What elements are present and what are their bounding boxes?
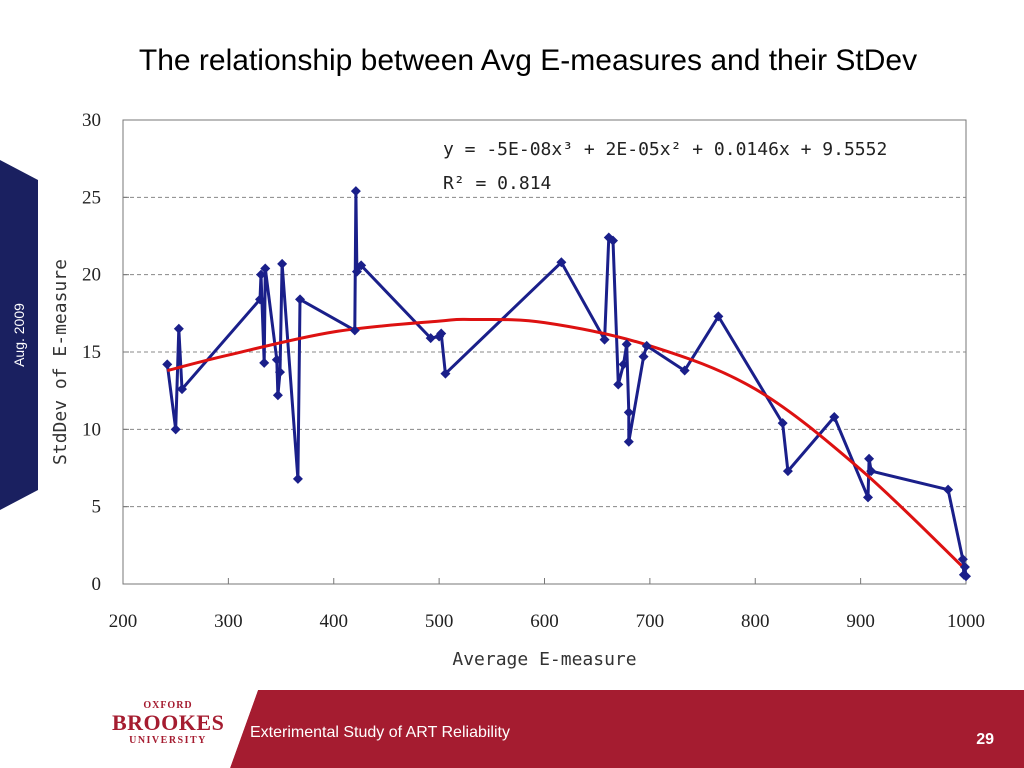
x-tick-label: 400 xyxy=(320,611,349,632)
data-point-marker xyxy=(162,359,173,370)
data-point-marker xyxy=(713,311,724,322)
y-axis-label: StdDev of E-measure xyxy=(50,259,71,465)
university-logo: OXFORD BROOKES UNIVERSITY xyxy=(112,700,224,746)
data-point-marker xyxy=(599,334,610,345)
data-point-marker xyxy=(356,260,367,271)
page-number: 29 xyxy=(976,731,994,748)
scatter-line-chart: 0 5 10 15 20 25 30 200 300 400 500 600 700 800 900 1000… xyxy=(50,110,985,670)
data-point-marker xyxy=(621,339,632,350)
data-point-marker xyxy=(260,263,271,274)
data-point-marker xyxy=(271,354,282,365)
data-point-marker xyxy=(350,186,361,197)
trendline-r-squared: R² = 0.814 xyxy=(443,173,551,194)
data-point-marker xyxy=(177,384,188,395)
data-point-marker xyxy=(623,436,634,447)
logo-line-1: OXFORD xyxy=(143,700,193,711)
x-tick-label: 800 xyxy=(741,611,770,632)
data-point-marker xyxy=(638,351,649,362)
logo-line-2: BROOKES xyxy=(112,710,225,735)
data-point-marker xyxy=(829,411,840,422)
logo-line-3: UNIVERSITY xyxy=(129,735,207,746)
data-point-marker xyxy=(425,333,436,344)
x-tick-label: 300 xyxy=(214,611,243,632)
data-point-marker xyxy=(959,561,970,572)
y-tick-label: 5 xyxy=(92,497,102,518)
data-point-marker xyxy=(277,258,288,269)
y-tick-label: 15 xyxy=(82,342,101,363)
footer-band xyxy=(0,690,1024,768)
data-point-marker xyxy=(275,367,286,378)
slide-title: The relationship between Avg E-measures … xyxy=(138,44,918,77)
data-point-marker xyxy=(434,331,445,342)
trendline-equation: y = -5E-08x³ + 2E-05x² + 0.0146x + 9.555… xyxy=(443,139,887,160)
data-point-marker xyxy=(641,340,652,351)
x-tick-label: 500 xyxy=(425,611,454,632)
data-point-marker xyxy=(957,554,968,565)
data-point-marker xyxy=(782,466,793,477)
data-point-marker xyxy=(618,359,629,370)
data-point-marker xyxy=(777,418,788,429)
data-point-marker xyxy=(259,357,270,368)
data-point-marker xyxy=(607,235,618,246)
data-point-marker xyxy=(943,484,954,495)
data-point-marker xyxy=(256,269,267,280)
data-point-marker xyxy=(613,379,624,390)
data-point-marker xyxy=(295,294,306,305)
data-point-marker xyxy=(440,368,451,379)
data-point-marker xyxy=(292,473,303,484)
data-point-marker xyxy=(866,466,877,477)
y-tick-label: 10 xyxy=(82,419,101,440)
data-point-marker xyxy=(351,266,362,277)
y-tick-label: 20 xyxy=(82,265,101,286)
data-point-marker xyxy=(623,407,634,418)
y-tick-label: 30 xyxy=(82,110,101,131)
data-point-marker xyxy=(272,390,283,401)
data-series-line xyxy=(165,189,968,577)
y-tick-label: 25 xyxy=(82,187,101,208)
data-point-marker xyxy=(863,492,874,503)
data-point-marker xyxy=(961,571,971,582)
x-tick-label: 900 xyxy=(846,611,875,632)
x-tick-label: 1000 xyxy=(947,611,985,632)
data-point-marker xyxy=(173,323,184,334)
x-tick-label: 200 xyxy=(109,611,138,632)
x-tick-label: 600 xyxy=(530,611,559,632)
x-axis-label: Average E-measure xyxy=(452,649,636,670)
y-tick-label: 0 xyxy=(92,574,102,595)
trendline xyxy=(166,317,968,572)
footer-text: Exterimental Study of ART Reliability xyxy=(250,724,510,741)
data-point-marker xyxy=(679,365,690,376)
x-tick-label: 700 xyxy=(636,611,665,632)
data-point-marker xyxy=(254,294,265,305)
data-point-marker xyxy=(436,328,447,339)
data-point-marker xyxy=(556,257,567,268)
data-point-marker xyxy=(864,453,875,464)
side-tab xyxy=(0,160,38,510)
data-point-marker xyxy=(349,325,360,336)
data-point-marker xyxy=(170,424,181,435)
